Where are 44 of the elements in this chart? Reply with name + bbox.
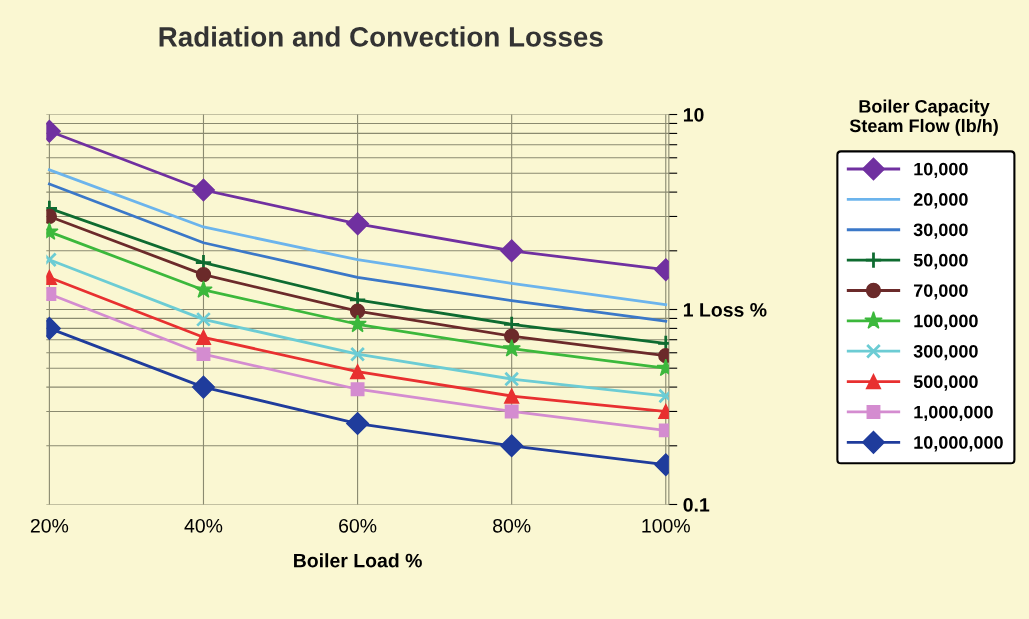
point	[196, 347, 211, 362]
legend-label: 500,000	[913, 375, 978, 391]
point	[346, 412, 370, 436]
point	[191, 178, 215, 202]
legend-title: Boiler Capacity Steam Flow (lb/h)	[849, 99, 998, 136]
legend-label: 70,000	[913, 284, 968, 300]
line-series	[48, 168, 668, 306]
x-tick-label: 20%	[30, 518, 69, 533]
x-tick-label: 40%	[184, 518, 223, 533]
y-tick-label: 0.1	[683, 497, 710, 512]
point	[500, 239, 524, 263]
point	[349, 346, 366, 362]
x-tick-label: 60%	[339, 518, 377, 533]
point	[504, 328, 520, 344]
point	[195, 329, 212, 345]
point	[502, 338, 521, 357]
point	[350, 382, 365, 397]
point	[500, 434, 524, 458]
legend-label: 20,000	[913, 193, 968, 209]
legend-label: 10,000,000	[914, 436, 1003, 452]
chart-title: Radiation and Convection Losses	[159, 26, 603, 47]
x-axis-title: Boiler Load %	[294, 553, 422, 568]
point	[195, 266, 212, 283]
legend-label: 300,000	[913, 344, 978, 361]
point	[348, 314, 367, 333]
point	[349, 364, 366, 380]
point	[504, 404, 519, 419]
point	[349, 303, 366, 319]
point	[191, 375, 215, 399]
point	[504, 388, 520, 404]
x-tick-label: 100%	[642, 518, 690, 533]
legend-label: 1,000,000	[914, 405, 993, 422]
point	[195, 311, 212, 328]
legend-label: 30,000	[913, 223, 968, 239]
y-tick-label: 10	[683, 107, 704, 122]
point	[194, 280, 213, 298]
point	[346, 212, 370, 236]
legend-label: 10,000	[914, 162, 968, 179]
legend-label: 100,000	[914, 314, 978, 330]
y-tick-label: 1 Loss %	[683, 303, 767, 317]
legend-label: 50,000	[913, 253, 968, 270]
line-series	[48, 182, 668, 323]
point	[504, 371, 520, 387]
x-tick-label: 80%	[493, 518, 531, 533]
